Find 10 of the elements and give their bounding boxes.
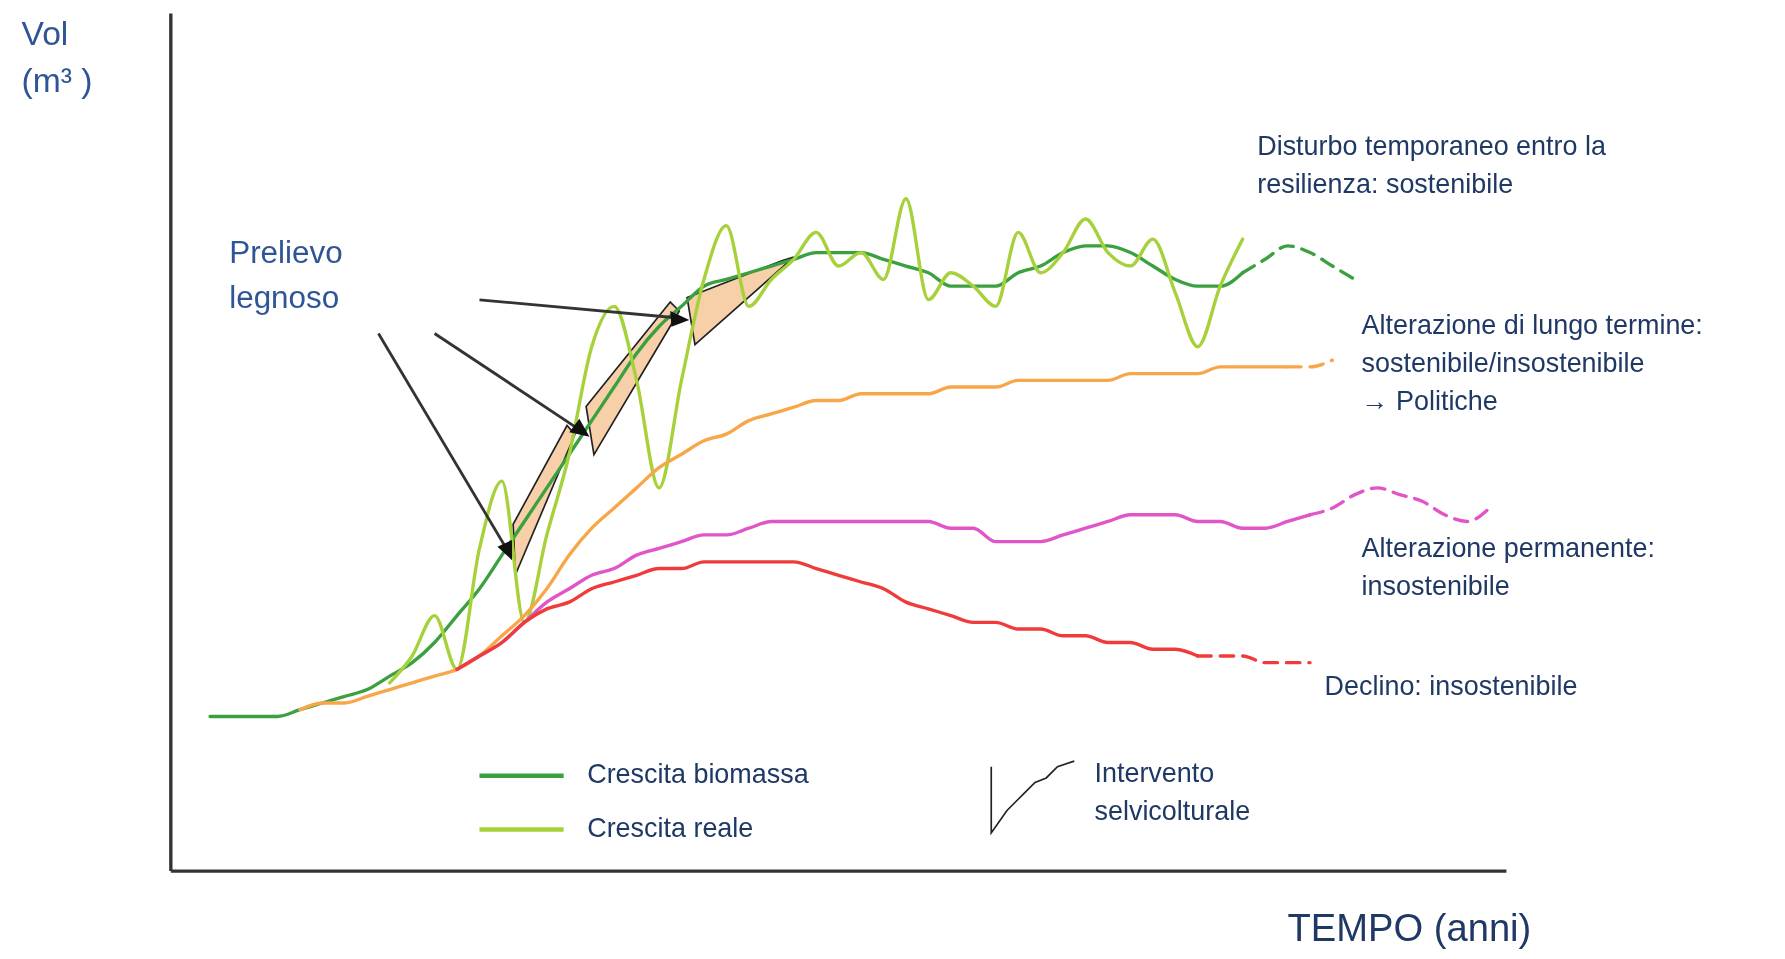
y-axis-title: Vol (m³ ): [21, 14, 93, 100]
annotation: Disturbo temporaneo entro la resilienza: sostenibile: [1257, 131, 1606, 200]
x-axis-title: TEMPO (anni): [1287, 905, 1532, 949]
legend-label: Crescita biomassa: [587, 758, 809, 789]
annotation: Alterazione permanente: insostenibile: [1361, 533, 1655, 602]
annotation: Prelievo legnoso: [229, 235, 343, 316]
annotation: Alterazione di lungo termine: sostenibile/insostenibile → Politiche: [1361, 309, 1703, 417]
annotation: Declino: insostenibile: [1324, 671, 1578, 702]
annotation: Intervento selvicolturale: [1094, 757, 1251, 826]
legend-label: Crescita reale: [587, 812, 754, 843]
